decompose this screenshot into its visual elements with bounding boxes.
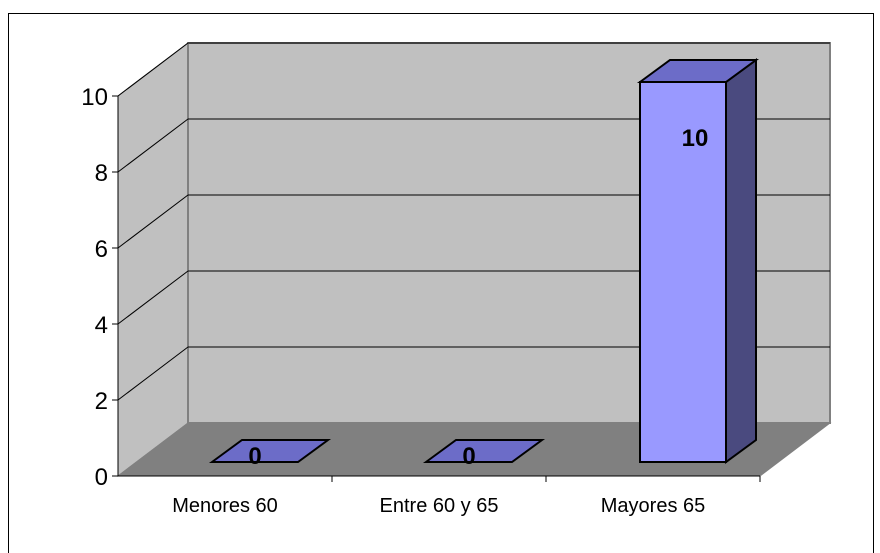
x-category-label: Mayores 65 [601,495,706,517]
gridline-diagonal [117,118,189,173]
gridline-diagonal [117,270,189,325]
y-axis-tick-labels: 0 2 4 6 8 10 [81,84,108,491]
y-tick-label: 0 [95,464,108,491]
x-category-label: Entre 60 y 65 [380,495,499,517]
gridline-diagonal [117,42,189,97]
bar-2 [422,439,546,463]
data-label: 10 [682,125,709,152]
x-category-label: Menores 60 [172,495,278,517]
y-tick-label: 6 [95,236,108,263]
axes [112,95,761,482]
bar-3 [636,58,760,464]
y-tick-label: 10 [81,84,108,111]
data-labels: 0 0 10 [248,125,708,470]
bar-top [422,439,546,463]
bar-1 [208,439,332,463]
data-label: 0 [462,443,475,470]
data-label: 0 [248,443,261,470]
gridline-diagonal [117,194,189,249]
y-tick-label: 2 [95,388,108,415]
y-tick-label: 8 [95,160,108,187]
gridline-diagonal [117,346,189,401]
side-wall [117,41,189,478]
bar-front [639,81,727,463]
y-tick-label: 4 [95,312,108,339]
bar-top [636,59,760,83]
bars [208,58,760,464]
bar-side [725,58,757,464]
bar-top [208,439,332,463]
x-axis-category-labels: Menores 60 Entre 60 y 65 Mayores 65 [172,495,705,517]
